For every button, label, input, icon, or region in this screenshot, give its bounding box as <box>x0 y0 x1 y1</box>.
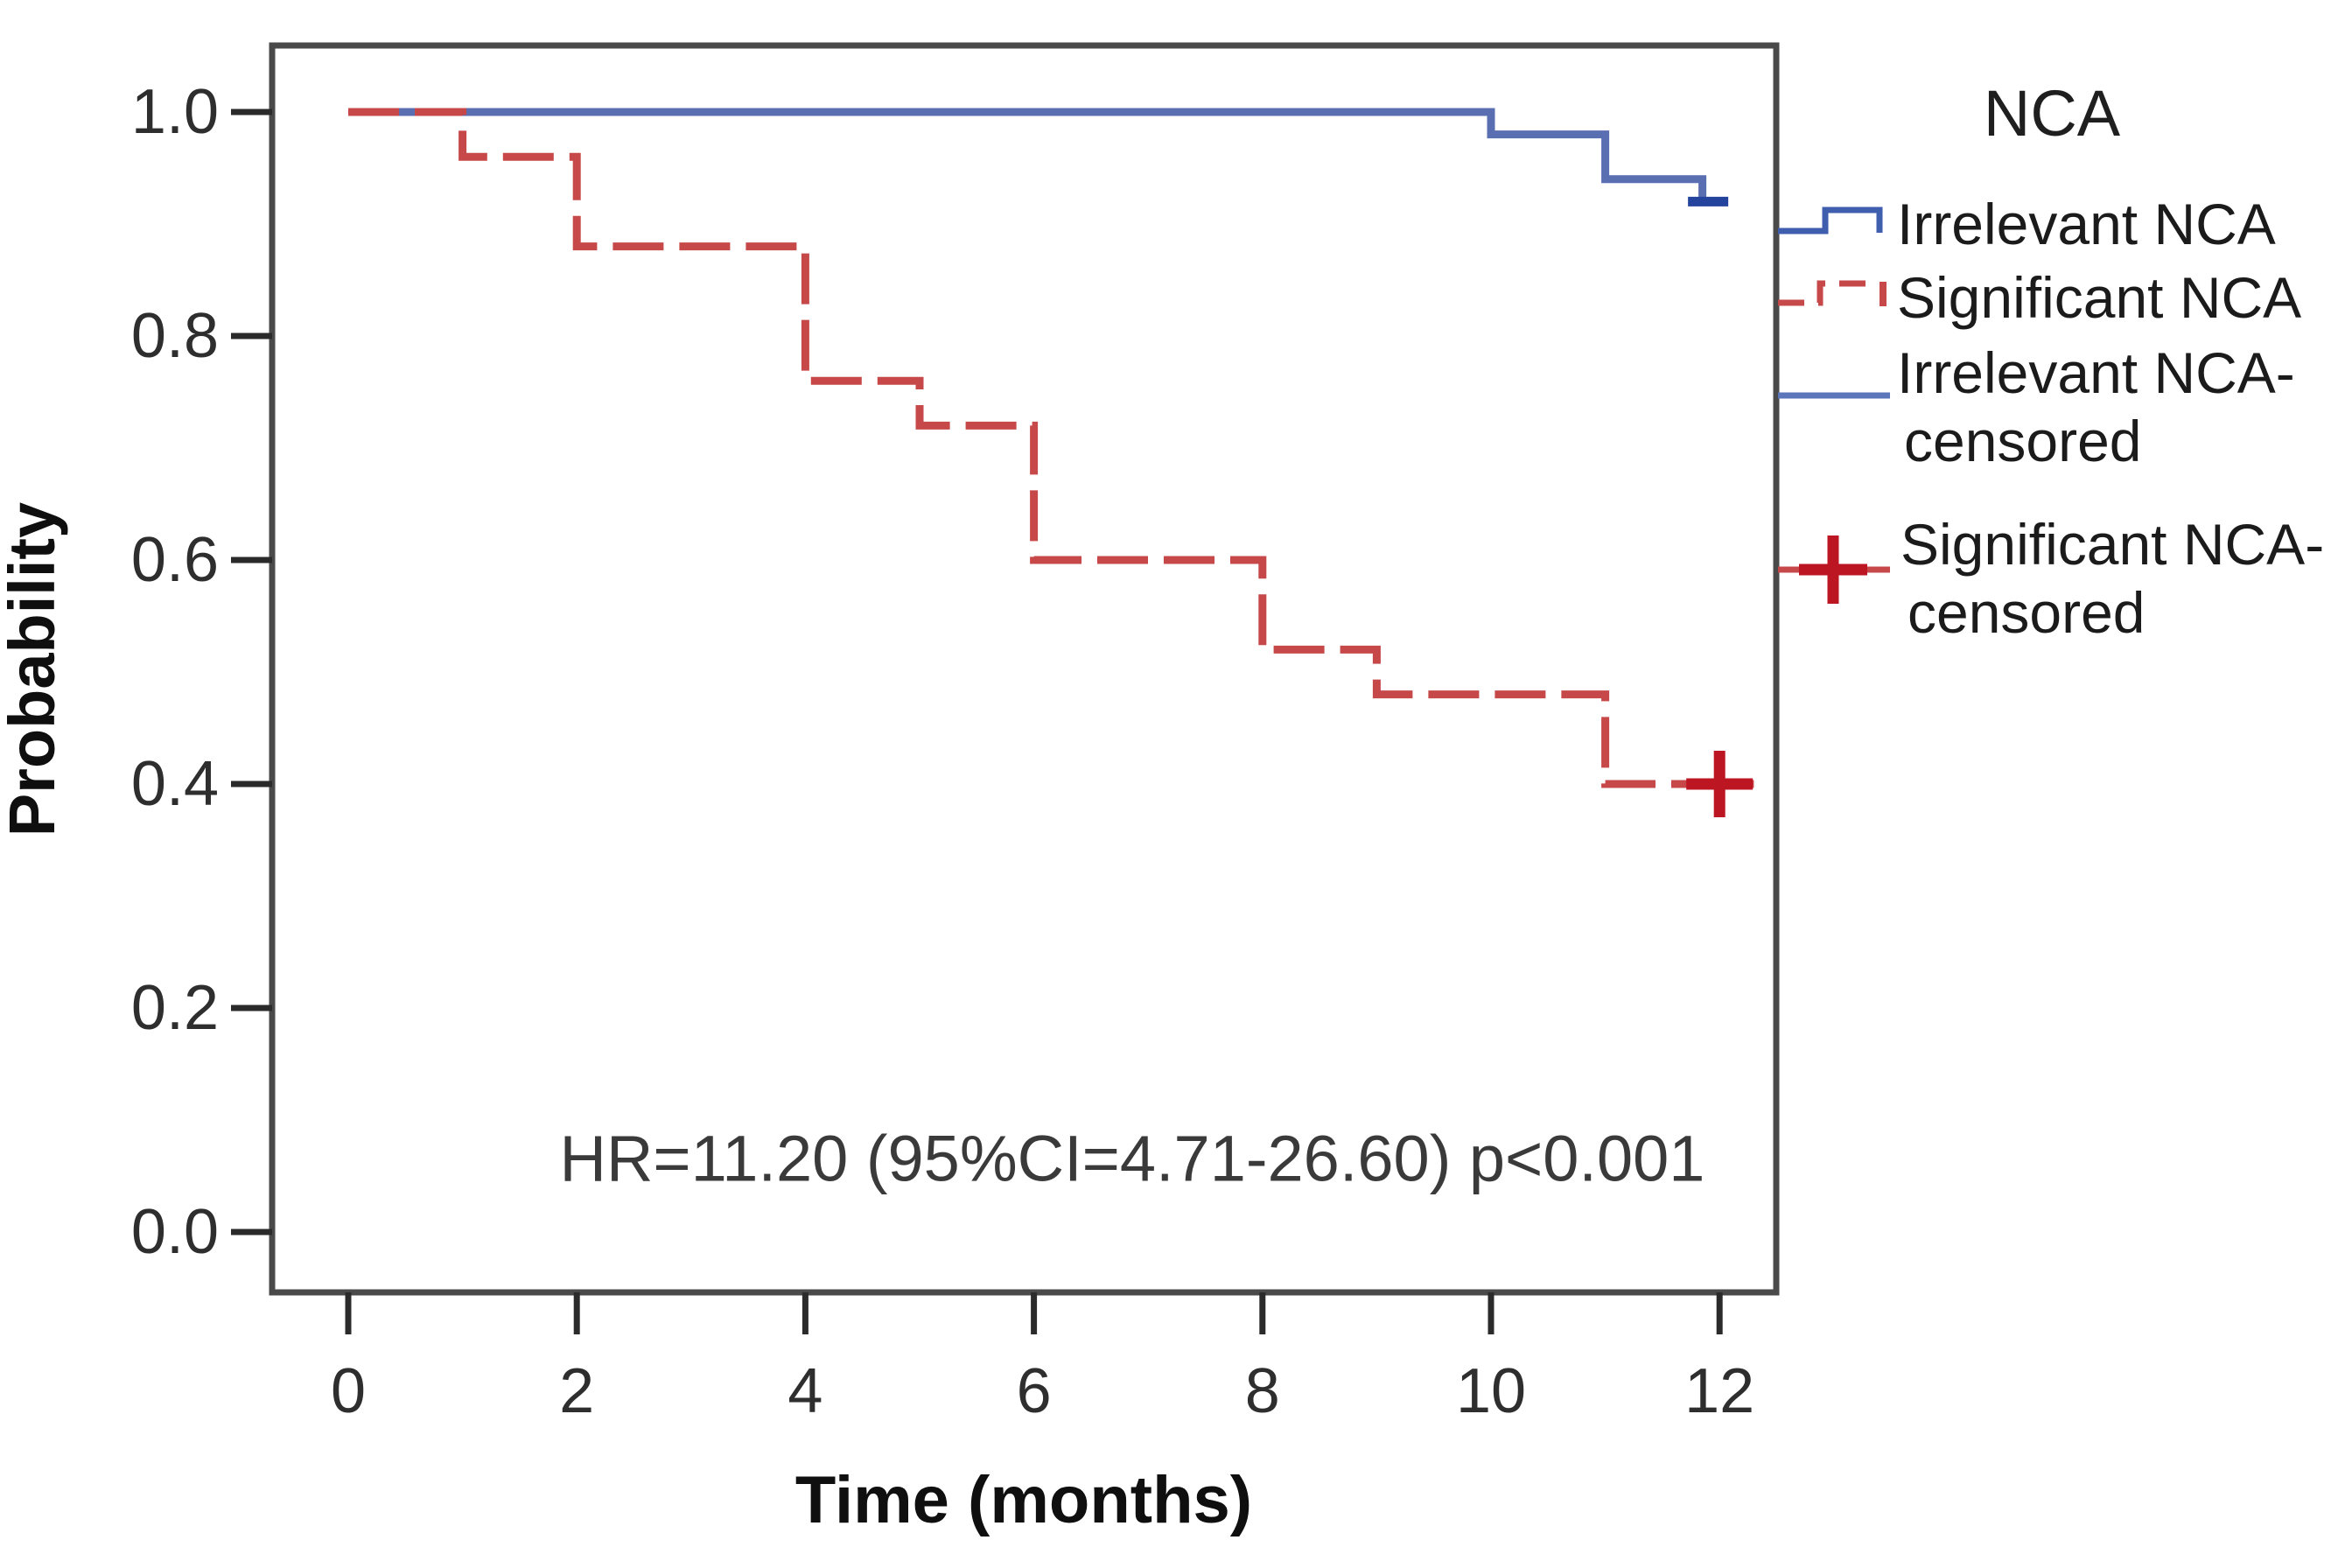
hr-annotation: HR=11.20 (95%CI=4.71-26.60) p<0.001 <box>560 1123 1705 1195</box>
x-axis-ticks <box>345 1292 1723 1334</box>
y-axis-ticks <box>231 108 272 1236</box>
legend-title: NCA <box>1984 77 2121 150</box>
legend-item-significant-nca-censored-line2: censored <box>1908 580 2146 645</box>
y-axis-title: Probability <box>0 502 68 836</box>
y-tick-label: 1.0 <box>131 77 219 147</box>
legend-item-significant-nca: Significant NCA <box>1897 265 2301 330</box>
survival-curves <box>348 108 1754 817</box>
legend-irrelevant-step-icon <box>1778 206 1883 234</box>
x-tick-label: 12 <box>1684 1356 1754 1426</box>
legend-item-significant-nca-censored-line1: Significant NCA- <box>1900 512 2324 577</box>
y-tick-label: 0.0 <box>131 1197 219 1267</box>
y-axis-tick-labels: 1.0 0.8 0.6 0.4 0.2 0.0 <box>131 77 219 1267</box>
x-axis-tick-labels: 0 2 4 6 8 10 12 <box>331 1356 1754 1426</box>
x-tick-label: 2 <box>559 1356 594 1426</box>
y-tick-label: 0.6 <box>131 525 219 595</box>
y-tick-label: 0.4 <box>131 749 219 819</box>
x-tick-label: 0 <box>331 1356 366 1426</box>
y-tick-label: 0.8 <box>131 301 219 371</box>
x-tick-label: 6 <box>1017 1356 1052 1426</box>
series-significant-nca-curve <box>348 108 1754 788</box>
legend-significant-dashed-step-icon <box>1778 280 1867 306</box>
legend: NCA Irrelevant NCA Significant NCA Irrel… <box>1778 77 2324 645</box>
x-tick-label: 10 <box>1456 1356 1526 1426</box>
legend-item-irrelevant-nca-censored-line1: Irrelevant NCA- <box>1897 340 2295 405</box>
y-tick-label: 0.2 <box>131 973 219 1043</box>
legend-significant-censored-plus-icon <box>1799 536 1867 604</box>
plot-frame <box>269 42 1780 1296</box>
x-tick-label: 4 <box>788 1356 822 1426</box>
x-axis-title: Time (months) <box>795 1463 1252 1537</box>
censor-marker-plus <box>1686 751 1754 817</box>
legend-item-irrelevant-nca-censored-line2: censored <box>1904 409 2142 473</box>
legend-item-irrelevant-nca: Irrelevant NCA <box>1897 192 2276 256</box>
x-tick-label: 8 <box>1245 1356 1280 1426</box>
